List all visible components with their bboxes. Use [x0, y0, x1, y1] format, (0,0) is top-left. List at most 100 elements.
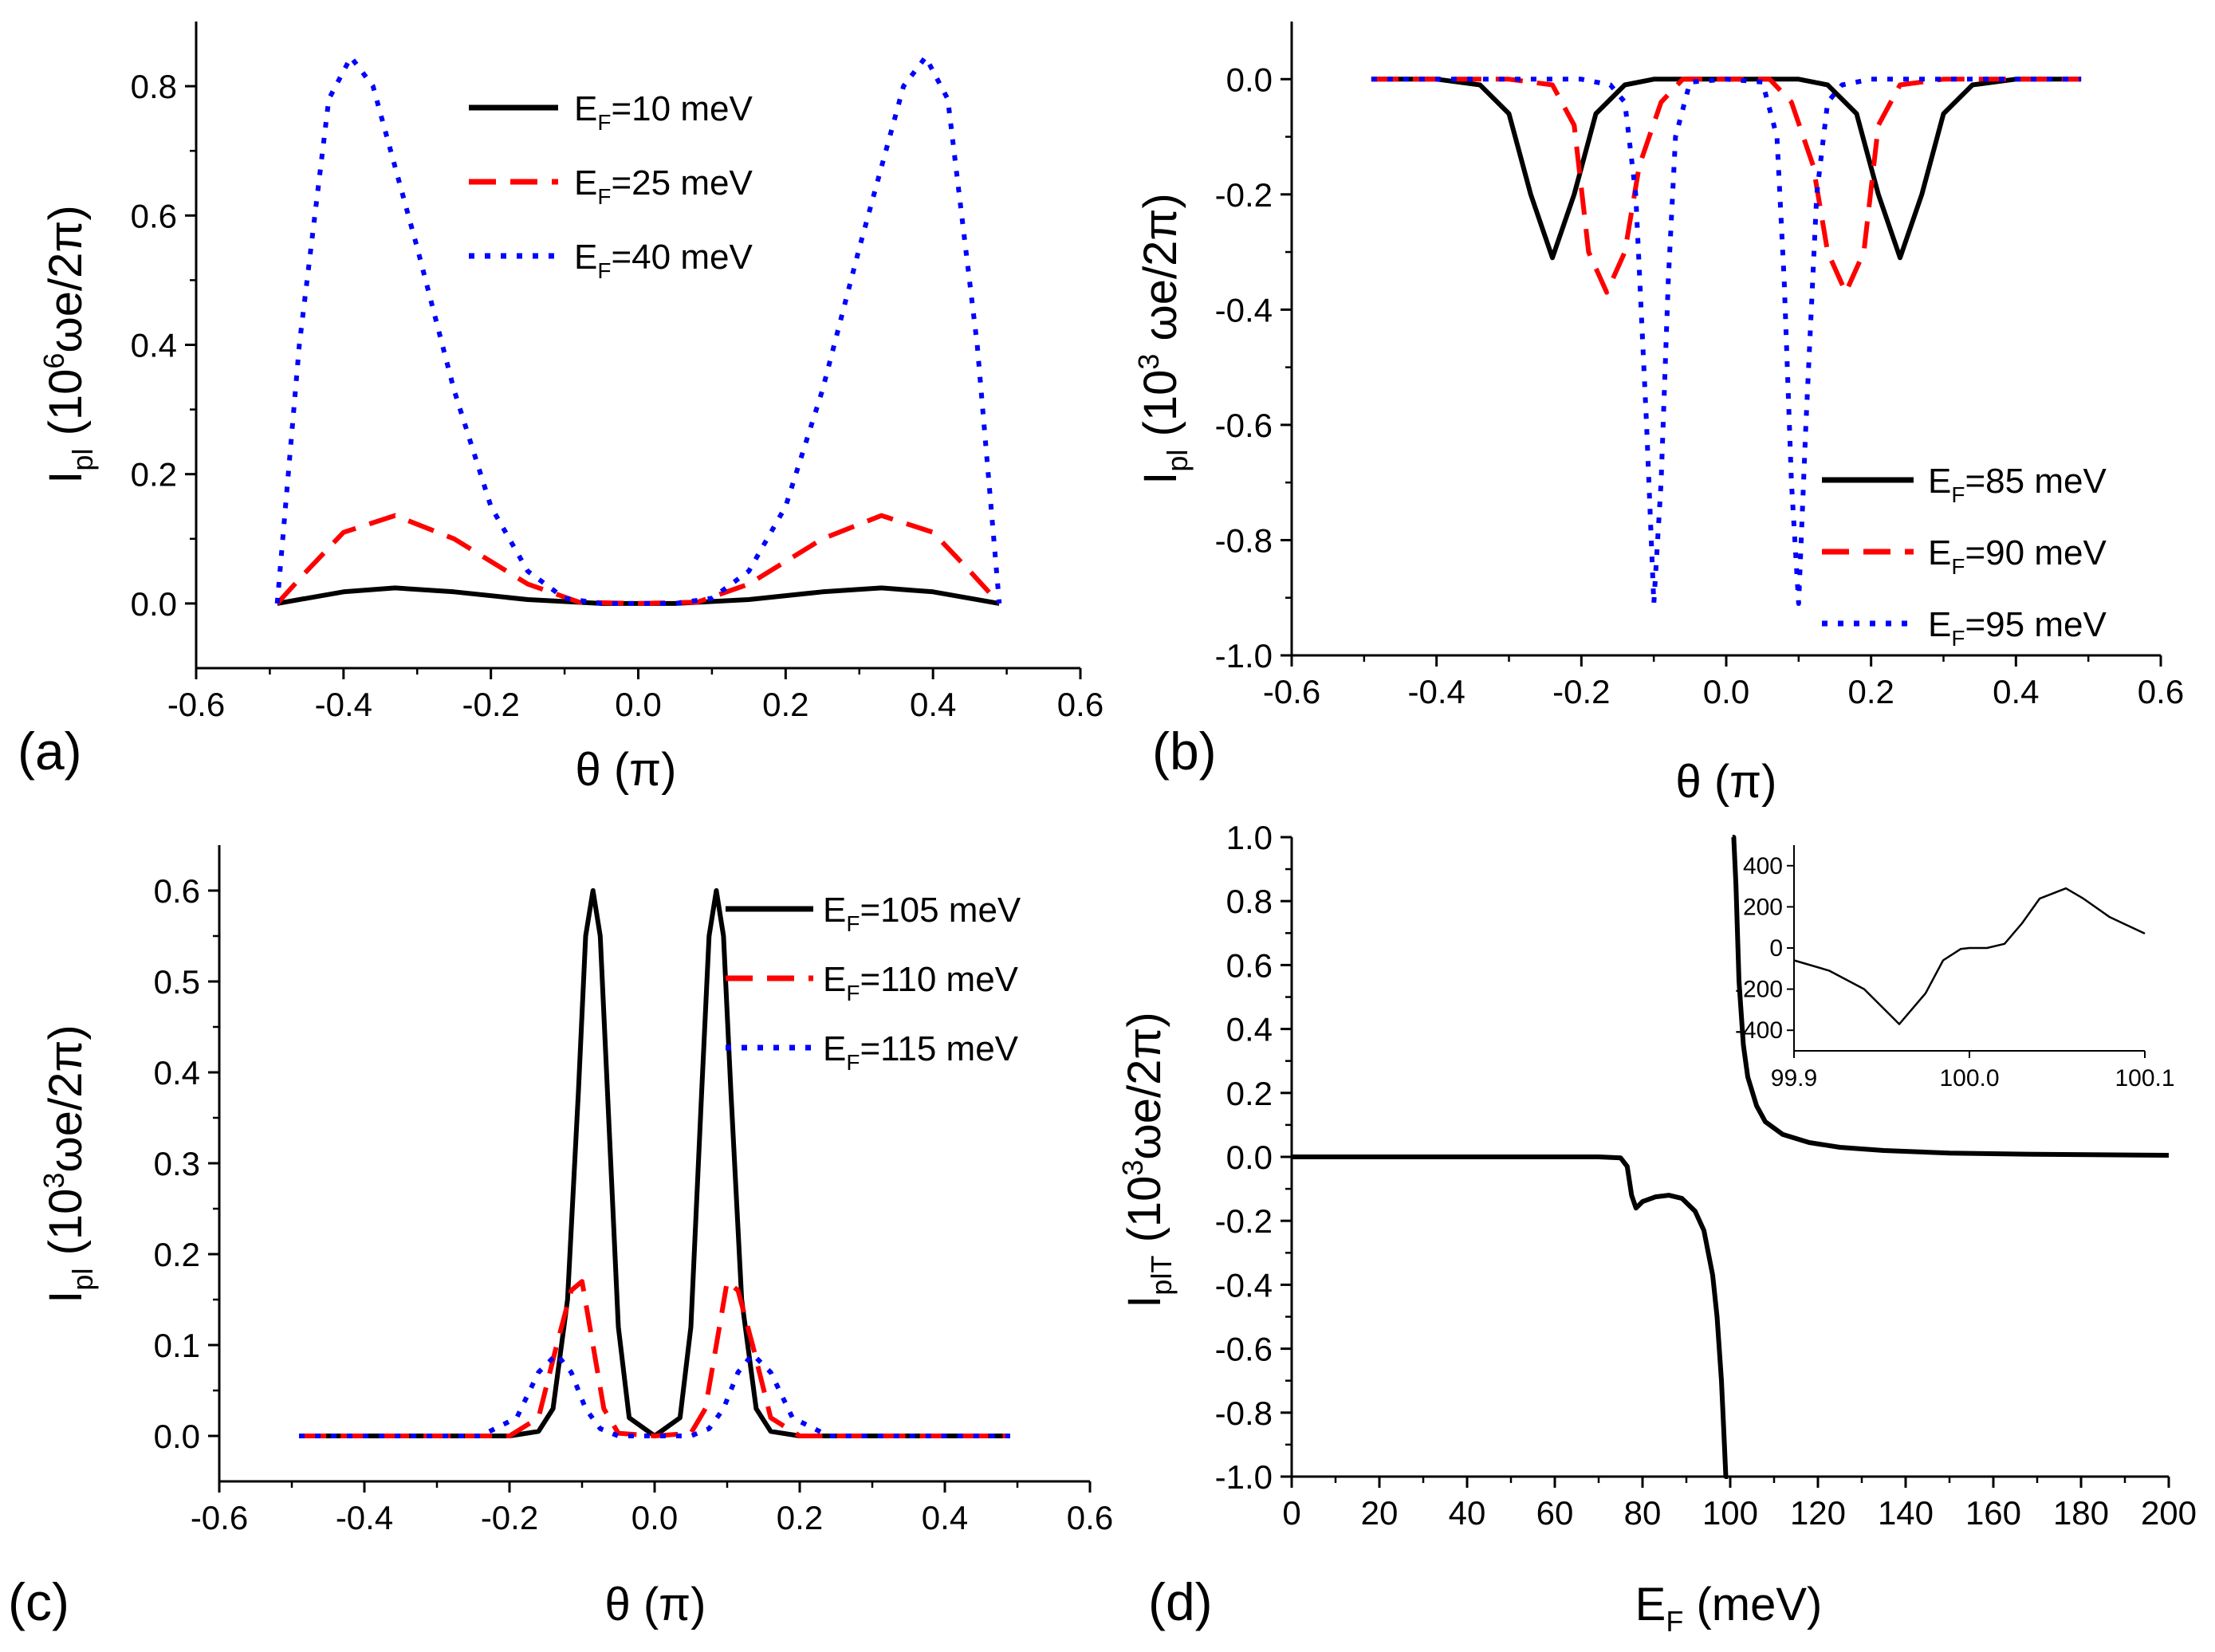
panel-label: (c): [8, 1572, 69, 1631]
x-tick-label: 0.4: [910, 686, 956, 723]
x-tick-label: 60: [1536, 1494, 1574, 1532]
inset-x-tick-label: 99.9: [1771, 1065, 1817, 1092]
legend-label: EF=10 meV: [574, 89, 753, 135]
inset-plot: 99.9 100.0 100.1 400 200 0 -200 -400: [1735, 845, 2175, 1092]
y-axis-title: Ipl (103 ωe/2π): [1132, 193, 1194, 485]
x-tick-label: 40: [1449, 1494, 1486, 1532]
series-line: [299, 1351, 1010, 1438]
y-tick-label: 0.0: [154, 1418, 200, 1455]
x-tick-label: 0.0: [615, 686, 661, 723]
legend-label: EF=115 meV: [823, 1029, 1019, 1075]
y-tick-label: -0.6: [1215, 1331, 1273, 1368]
inset-y-tick-label: -200: [1735, 977, 1783, 1003]
y-tick-label: -1.0: [1215, 1458, 1273, 1496]
series-line: [1371, 77, 2082, 606]
legend: EF=105 meV EF=110 meV EF=115 meV: [726, 891, 1021, 1075]
x-tick-label: 0.2: [762, 686, 808, 723]
y-tick-label: -0.6: [1215, 407, 1273, 444]
x-tick-label: 0.4: [1993, 673, 2039, 710]
y-axis-title: Ipl (103ωe/2π): [37, 1025, 99, 1303]
series-line: [1793, 887, 2146, 1025]
x-tick-label: 0.4: [922, 1499, 968, 1536]
x-tick-label: 100: [1702, 1494, 1758, 1532]
y-tick-label: -0.2: [1215, 176, 1273, 214]
chart-panel-c: -0.6 -0.4 -0.2 0.0 0.2 0.4 0.6 0.0 0.1 0.2 0.3 0.4 0…: [8, 845, 1113, 1631]
y-tick-label: -0.4: [1215, 291, 1273, 328]
chart-panel-b: -0.6 -0.4 -0.2 0.0 0.2 0.4 0.60.0-0.2-0.4-0.6-…: [1132, 22, 2184, 808]
x-tick-label: 120: [1790, 1494, 1846, 1532]
x-tick-label: 0.6: [1067, 1499, 1113, 1536]
x-tick-label: 0.0: [1703, 673, 1749, 710]
series-line: [1731, 835, 2170, 1158]
x-axis-title: EF (meV): [1635, 1579, 1823, 1638]
y-tick-label: 0.6: [131, 197, 177, 234]
x-tick-label: -0.2: [1552, 673, 1610, 710]
x-tick-label: 0: [1282, 1494, 1300, 1532]
inset-y-tick-label: 0: [1769, 935, 1783, 962]
x-axis-title: θ (π): [575, 744, 676, 796]
y-tick-label: 0.4: [131, 327, 177, 364]
y-tick-label: -0.2: [1215, 1202, 1273, 1240]
y-tick-label: 0.2: [131, 456, 177, 494]
x-tick-label: 180: [2053, 1494, 2109, 1532]
y-tick-label: 0.0: [131, 585, 177, 623]
y-tick-label: 0.4: [1226, 1011, 1273, 1048]
inset-y-tick-label: 400: [1743, 853, 1783, 879]
y-tick-label: 0.2: [1226, 1075, 1273, 1112]
x-tick-label: 0.6: [2138, 673, 2184, 710]
series-line: [274, 54, 1002, 606]
inset-y-tick-label: 200: [1743, 894, 1783, 920]
x-axis-title: θ (π): [604, 1579, 706, 1630]
x-tick-label: 20: [1361, 1494, 1399, 1532]
panel-label: (b): [1152, 722, 1217, 781]
panel-label: (d): [1148, 1572, 1213, 1631]
x-tick-label: -0.6: [167, 686, 225, 723]
legend-label: EF=95 meV: [1928, 605, 2107, 651]
y-tick-label: 0.0: [1226, 1139, 1273, 1176]
x-tick-label: 0.2: [1847, 673, 1894, 710]
y-tick-label: 0.3: [154, 1145, 200, 1182]
legend: EF=85 meV EF=90 meV EF=95 meV: [1822, 462, 2107, 651]
y-tick-label: -0.4: [1215, 1266, 1273, 1304]
legend: EF=10 meV EF=25 meV EF=40 meV: [469, 89, 753, 283]
inset-x-tick-label: 100.1: [2115, 1065, 2174, 1092]
x-tick-label: -0.4: [315, 686, 372, 723]
x-tick-label: 0.2: [777, 1499, 823, 1536]
x-tick-label: 160: [1965, 1494, 2021, 1532]
y-tick-label: 0.6: [154, 872, 200, 910]
y-tick-label: 1.0: [1226, 819, 1273, 856]
x-tick-label: -0.6: [191, 1499, 248, 1536]
y-axis-title: Ipl (106ωe/2π): [37, 205, 99, 483]
y-tick-label: -1.0: [1215, 637, 1273, 675]
series-line: [1292, 1154, 1730, 1479]
x-tick-label: 200: [2141, 1494, 2197, 1532]
chart-panel-a: -0.6 -0.4 -0.2 0.0 0.2 0.4 0.6 0.0 0.2 0.4 0.6 0.8 E…: [18, 22, 1104, 796]
legend-label: EF=40 meV: [574, 238, 753, 283]
y-tick-label: -0.8: [1215, 1394, 1273, 1432]
legend-label: EF=90 meV: [1928, 533, 2107, 579]
x-tick-label: 140: [1878, 1494, 1934, 1532]
inset-y-tick-label: -400: [1735, 1017, 1783, 1044]
panel-label: (a): [18, 722, 82, 781]
y-tick-label: 0.8: [1226, 883, 1273, 920]
series-line: [275, 513, 1001, 606]
y-axis-title: IplT (103ωe/2π): [1116, 1012, 1178, 1308]
series-line: [1371, 77, 2082, 261]
x-axis-title: θ (π): [1675, 756, 1776, 808]
series-line: [1371, 77, 2082, 295]
x-tick-label: 0.0: [631, 1499, 678, 1536]
legend-label: EF=25 meV: [574, 163, 753, 209]
x-tick-label: -0.4: [336, 1499, 393, 1536]
y-tick-label: 0.6: [1226, 946, 1273, 984]
y-tick-label: 0.2: [154, 1236, 200, 1273]
legend-label: EF=105 meV: [823, 891, 1021, 936]
x-tick-label: 0.6: [1057, 686, 1104, 723]
y-tick-label: 0.0: [1226, 61, 1273, 98]
y-tick-label: 0.1: [154, 1327, 200, 1364]
y-tick-label: 0.4: [154, 1054, 200, 1092]
y-tick-label: 0.8: [131, 68, 177, 105]
chart-panel-d: 0 20 40 60 80 100 120 140 160 180 200 1.0 0.8 0.6 0.4 0…: [1116, 819, 2197, 1638]
y-tick-label: -0.8: [1215, 521, 1273, 559]
inset-x-tick-label: 100.0: [1939, 1065, 1999, 1092]
